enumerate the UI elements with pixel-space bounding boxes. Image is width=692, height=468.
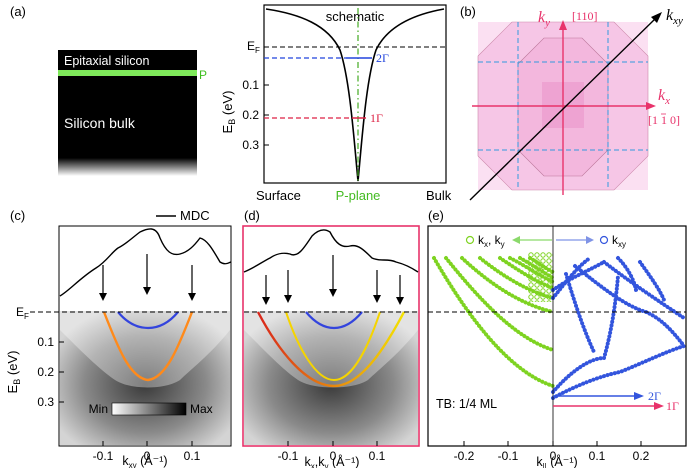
arpes-bright [60, 311, 230, 388]
e-xticks: -0.2 -0.1 0 0.1 0.2 [454, 441, 650, 463]
arpes-image [60, 311, 230, 445]
bulk-label: Silicon bulk [64, 115, 136, 131]
panel-e-tag: (e) [428, 208, 444, 223]
d-xticks: -0.1 0 0.1 [278, 441, 386, 463]
ytick-label: 0.1 [37, 335, 54, 349]
state-1-label: 1Γ [370, 111, 383, 125]
colorbar-min: Min [89, 402, 108, 416]
legend-blue-head [586, 236, 594, 244]
schematic-frame [263, 4, 447, 184]
xtick-label: 0 [330, 449, 337, 463]
ky-label: ky [538, 9, 550, 29]
band-1-gamma-d [256, 311, 406, 388]
xtick-label: 0.1 [369, 449, 386, 463]
c-ylabel: EB (eV) [5, 351, 22, 394]
arrow-2gamma-head [634, 392, 644, 400]
arpes-panel-d: -0.1 0 0.1 kx,ky (Å⁻¹) [242, 225, 420, 468]
arpes-panel-c: EF Min Max 0.1 0.2 0.3 EB (eV) -0.1 0 0.… [5, 225, 232, 468]
p-layer [58, 70, 197, 76]
ytick-label: 0.1 [242, 78, 259, 92]
mdc-legend: MDC [156, 208, 210, 223]
xtick-label: 0.2 [633, 449, 650, 463]
xtick-label: 0 [550, 449, 557, 463]
xtick-label: -0.1 [278, 449, 299, 463]
c-yticks: 0.1 0.2 0.3 [37, 335, 64, 409]
band-1-inner-d [285, 311, 381, 382]
epitaxial-layer [58, 50, 197, 70]
legend-green-head [512, 236, 520, 244]
arrow-1gamma-head [654, 402, 664, 410]
potential-well [265, 8, 445, 182]
xtick-label: -0.1 [498, 449, 519, 463]
label-2gamma: 2Γ [648, 389, 661, 403]
panel-c-tag: (c) [10, 208, 25, 223]
band-2-gamma [117, 311, 179, 330]
epitaxial-label: Epitaxial silicon [64, 54, 150, 68]
arpes-image-d [244, 311, 418, 445]
tb-model-label: TB: 1/4 ML [436, 397, 497, 411]
ytick-label: 0.3 [242, 138, 259, 152]
schematic-yticks: 0.1 0.2 0.3 [242, 78, 269, 152]
schematic-plot: schematic EF 2Γ 1Γ 0.1 0.2 0.3 EB (eV) S… [220, 4, 452, 203]
x-pplane-label: P-plane [336, 188, 381, 203]
band-1-gamma [102, 311, 194, 382]
mdc-curve-d [243, 229, 419, 273]
ytick-label: 0.2 [242, 108, 259, 122]
panel-d-tag: (d) [244, 208, 260, 223]
ytick-label: 0.3 [37, 395, 54, 409]
legend-green-label: kx, ky [478, 233, 505, 249]
schematic-ylabel: EB (eV) [220, 91, 237, 134]
colorbar [111, 402, 187, 416]
panel-e-frame [427, 225, 687, 447]
ef-label-c: EF [16, 305, 29, 321]
kxy-axis [469, 17, 657, 201]
c-xlabel: kxy (Å⁻¹) [122, 453, 167, 468]
blue-bands [551, 256, 686, 400]
mdc-arrows [99, 254, 196, 301]
kx-arrow [646, 102, 656, 110]
p-layer-label: P [199, 68, 207, 82]
xtick-label: -0.2 [454, 449, 475, 463]
bulk-layer [58, 76, 197, 176]
ytick-label: 0.2 [37, 365, 54, 379]
e-xlabel: k|| (Å⁻¹) [536, 454, 577, 468]
ky-direction: [110] [572, 9, 598, 23]
layer-stack: Epitaxial silicon P Silicon bulk [58, 50, 207, 176]
brillouin-zone: ky [110] kx [1 1 0] kxy [469, 7, 683, 201]
band-2-gamma-d [305, 311, 363, 330]
ky-arrow [559, 20, 567, 30]
kxy-label: kxy [666, 7, 683, 27]
colorbar-max: Max [190, 402, 213, 416]
xtick-label: 0.1 [184, 449, 201, 463]
xtick-label: 0 [144, 449, 151, 463]
state-2-label: 2Γ [376, 51, 389, 65]
kxy-arrow [651, 12, 662, 23]
panel-b-tag: (b) [460, 4, 476, 19]
label-1gamma: 1Γ [666, 399, 679, 413]
c-xticks: -0.1 0 0.1 [93, 441, 201, 463]
legend-blue-label: kxy [612, 233, 626, 249]
xtick-label: 0.1 [589, 449, 606, 463]
legend-green-marker [465, 235, 475, 245]
kx-label: kx [658, 87, 670, 107]
d-xlabel: kx,ky (Å⁻¹) [305, 454, 360, 468]
schematic-title: schematic [326, 9, 385, 24]
xtick-label: -0.1 [93, 449, 114, 463]
ef-label: EF [247, 39, 260, 55]
green-dense [528, 252, 553, 302]
x-surface-label: Surface [256, 188, 301, 203]
x-bulk-label: Bulk [426, 188, 452, 203]
kx-direction: [1 1 0] [648, 113, 680, 127]
mdc-arrows-d [262, 255, 404, 305]
mdc-legend-label: MDC [180, 208, 210, 223]
mdc-curve [59, 228, 232, 297]
legend-blue-marker [599, 235, 609, 245]
panel-a-tag: (a) [10, 4, 26, 19]
tb-panel-e: kx, ky kxy [427, 225, 687, 468]
